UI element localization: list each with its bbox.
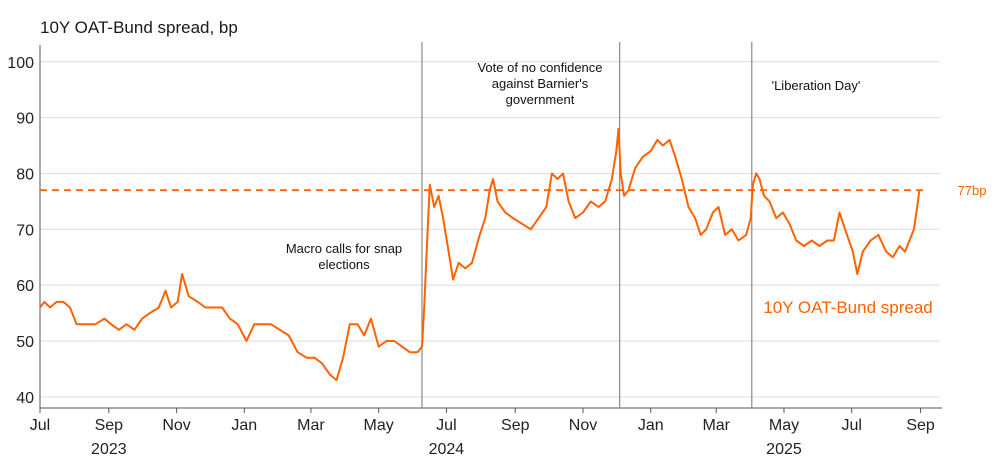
event-annotation-line: government	[506, 92, 575, 107]
x-tick-label: Jul	[841, 417, 861, 434]
reference-line-label: 77bp	[958, 183, 987, 198]
x-year-label: 2023	[91, 441, 127, 458]
gridlines	[40, 61, 940, 398]
x-tick-label: Mar	[702, 417, 730, 434]
x-tick-label: Jul	[30, 417, 50, 434]
x-tick-label: Jan	[231, 417, 257, 434]
event-annotation-line: Macro calls for snap	[286, 241, 402, 256]
chart-title: 10Y OAT-Bund spread, bp	[40, 18, 238, 37]
x-tick-label: Sep	[501, 417, 530, 434]
event-annotation-line: Vote of no confidence	[477, 60, 602, 75]
event-annotation: 'Liberation Day'	[772, 78, 861, 93]
series-line	[39, 127, 921, 382]
event-annotation-line: elections	[318, 257, 370, 272]
x-tick-label: Nov	[569, 417, 597, 434]
x-tick-label: Jan	[638, 417, 664, 434]
y-tick-label: 50	[16, 334, 34, 351]
x-year-label: 2024	[429, 441, 465, 458]
y-tick-label: 70	[16, 222, 34, 239]
x-tick-label: Sep	[95, 417, 124, 434]
y-tick-label: 90	[16, 111, 34, 128]
event-lines	[421, 42, 753, 408]
x-tick-label: May	[769, 417, 799, 434]
y-tick-label: 40	[16, 390, 34, 407]
event-annotation: Macro calls for snap elections	[286, 241, 402, 272]
event-annotation-line: against Barnier's	[492, 76, 589, 91]
reference-line-group: 77bp	[40, 183, 986, 198]
x-tick-label: Mar	[297, 417, 325, 434]
event-annotation: Vote of no confidence against Barnier's go…	[477, 60, 602, 107]
y-tick-label: 100	[7, 55, 34, 72]
x-tick-label: Sep	[906, 417, 935, 434]
event-annotation-line: 'Liberation Day'	[772, 78, 861, 93]
axes: 40 50 60 70 80 90 100 Jul Sep Nov Jan Mar May Jul Sep N…	[7, 45, 942, 458]
x-tick-label: Jul	[436, 417, 456, 434]
y-tick-label: 80	[16, 166, 34, 183]
x-tick-label: Nov	[162, 417, 190, 434]
labels-group: 10Y OAT-Bund spread Macro calls for snap e…	[286, 60, 933, 317]
series-label: 10Y OAT-Bund spread	[763, 298, 932, 317]
x-tick-label: May	[364, 417, 394, 434]
x-year-label: 2025	[766, 441, 802, 458]
y-tick-label: 60	[16, 278, 34, 295]
series-group	[39, 127, 921, 382]
